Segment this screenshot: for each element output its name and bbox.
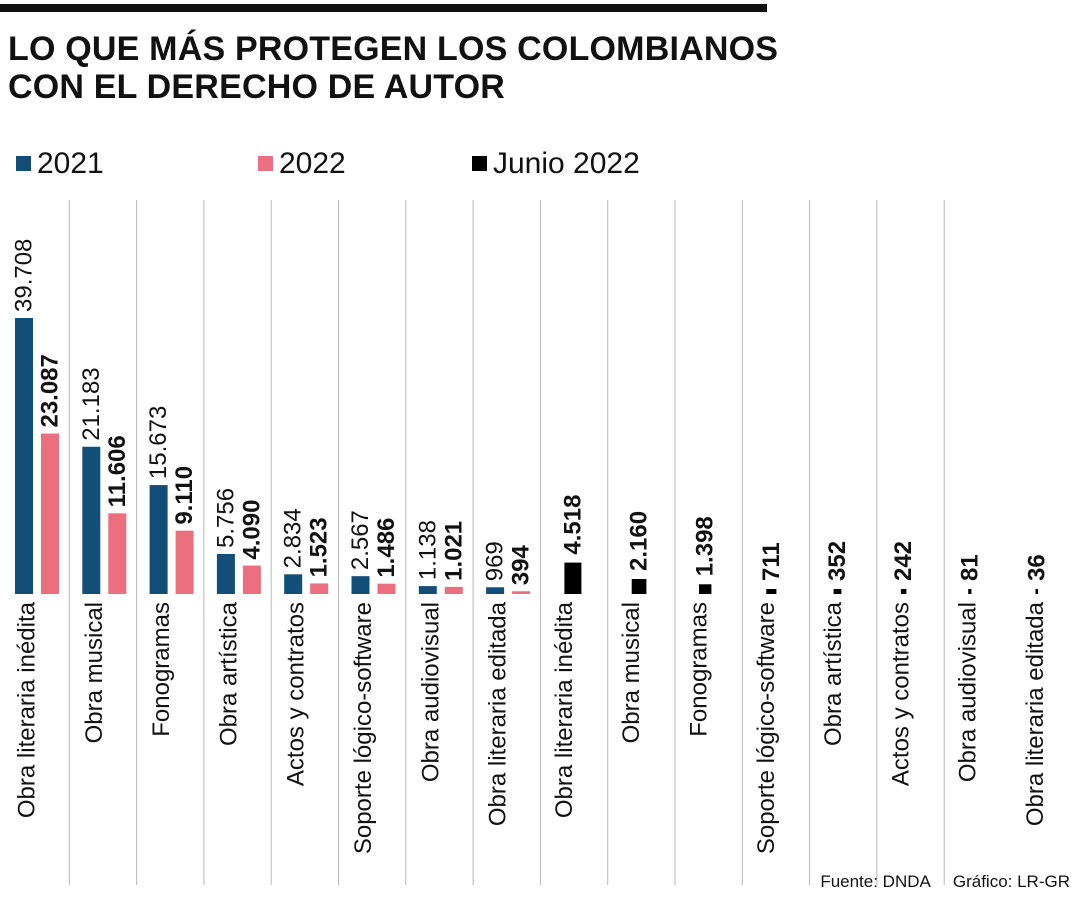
- legend-swatch-junio-2022: [472, 156, 487, 171]
- bar-2022-obra-musical: [108, 513, 127, 594]
- bar-2021-fonogramas: [149, 485, 168, 594]
- chart-title: LO QUE MÁS PROTEGEN LOS COLOMBIANOS CON …: [8, 30, 908, 106]
- value-label-2021-obra-literaria-inedita: 39.708: [11, 239, 38, 312]
- legend-swatch-2022: [258, 156, 273, 171]
- category-label-obra-literaria-inedita: Obra literaria inédita: [14, 601, 41, 818]
- category-label-junio-obra-musical: Obra musical: [618, 602, 645, 743]
- bar-junio-2022-obra-literaria-editada: [1035, 589, 1038, 594]
- category-label-fonogramas: Fonogramas: [148, 602, 175, 737]
- value-label-junio-2022-obra-musical: 2.160: [626, 511, 653, 571]
- bar-2021-obra-musical: [82, 446, 101, 594]
- value-label-2021-actos-y-contratos: 2.834: [280, 508, 307, 568]
- bar-2021-obra-literaria-inedita: [15, 318, 33, 594]
- value-label-2021-obra-musical: 21.183: [78, 367, 105, 440]
- bar-2022-obra-audiovisual: [444, 586, 463, 594]
- bar-2021-obra-literaria-editada: [486, 587, 505, 594]
- bar-2022-soporte-logico-software: [377, 583, 396, 594]
- legend-label-2022: 2022: [279, 147, 346, 180]
- bar-2022-obra-literaria-editada: [512, 591, 531, 594]
- bar-junio-2022-obra-audiovisual: [968, 589, 972, 594]
- bar-2021-actos-y-contratos: [284, 574, 303, 594]
- legend-item-junio-2022: Junio 2022: [472, 146, 640, 182]
- bar-junio-2022-fonogramas: [699, 584, 712, 594]
- value-label-2022-obra-literaria-editada: 394: [508, 545, 535, 586]
- category-label-obra-artistica: Obra artística: [215, 601, 242, 746]
- value-label-2022-obra-artistica: 4.090: [238, 500, 265, 560]
- value-label-2022-actos-y-contratos: 1.523: [306, 517, 333, 577]
- title-line-1: LO QUE MÁS PROTEGEN LOS COLOMBIANOS: [8, 30, 779, 68]
- value-label-2021-obra-literaria-editada: 969: [482, 541, 509, 581]
- category-label-junio-obra-literaria-editada: Obra literaria editada: [1022, 601, 1049, 826]
- category-label-junio-actos-y-contratos: Actos y contratos: [887, 602, 914, 786]
- bar-2022-actos-y-contratos: [310, 583, 329, 594]
- bar-2022-fonogramas: [175, 530, 194, 594]
- category-label-junio-fonogramas: Fonogramas: [686, 602, 713, 737]
- bar-junio-2022-obra-musical: [631, 578, 647, 594]
- legend-swatch-2021: [16, 156, 31, 171]
- value-label-2022-soporte-logico-software: 1.486: [373, 518, 400, 578]
- category-label-soporte-logico-software: Soporte lógico-software: [350, 602, 377, 854]
- title-line-2: CON EL DERECHO DE AUTOR: [8, 68, 506, 106]
- bar-2021-obra-audiovisual: [418, 586, 437, 594]
- legend-item-2022: 2022: [258, 146, 346, 182]
- bar-2021-soporte-logico-software: [351, 576, 370, 594]
- legend-label-junio-2022: Junio 2022: [493, 147, 640, 180]
- value-label-2021-soporte-logico-software: 2.567: [347, 510, 374, 570]
- legend-item-2021: 2021: [16, 146, 104, 182]
- category-label-junio-obra-literaria-inedita: Obra literaria inédita: [551, 601, 578, 818]
- value-label-2021-fonogramas: 15.673: [145, 406, 172, 479]
- footer: Fuente: DNDA Gráfico: LR-GR: [798, 872, 1070, 892]
- value-label-junio-2022-soporte-logico-software: 711: [758, 542, 785, 581]
- legend-label-2021: 2021: [37, 147, 104, 180]
- bar-2021-obra-artistica: [216, 553, 235, 594]
- top-rule: [0, 4, 767, 12]
- bar-junio-2022-soporte-logico-software: [766, 589, 777, 594]
- source-note: Fuente: DNDA: [820, 872, 931, 891]
- bar-junio-2022-actos-y-contratos: [900, 589, 907, 594]
- category-label-junio-obra-artistica: Obra artística: [820, 601, 847, 746]
- bar-2022-obra-literaria-inedita: [41, 433, 59, 594]
- category-label-junio-obra-audiovisual: Obra audiovisual: [955, 602, 982, 782]
- value-label-2021-obra-audiovisual: 1.138: [414, 520, 441, 580]
- category-label-obra-musical: Obra musical: [81, 602, 108, 743]
- value-label-junio-2022-obra-artistica: 352: [824, 541, 851, 581]
- value-label-2022-obra-audiovisual: 1.021: [440, 521, 467, 581]
- value-label-2021-obra-artistica: 5.756: [212, 488, 239, 548]
- credit-note: Gráfico: LR-GR: [952, 872, 1070, 891]
- value-label-2022-fonogramas: 9.110: [171, 466, 198, 525]
- bar-junio-2022-obra-artistica: [833, 589, 842, 594]
- bar-2022-obra-artistica: [242, 565, 261, 594]
- value-label-junio-2022-obra-literaria-inedita: 4.518: [559, 495, 586, 555]
- bar-junio-2022-obra-literaria-inedita: [564, 562, 582, 594]
- category-label-junio-soporte-logico-software: Soporte lógico-software: [753, 602, 780, 854]
- category-label-actos-y-contratos: Actos y contratos: [283, 602, 310, 786]
- value-label-junio-2022-actos-y-contratos: 242: [890, 541, 917, 581]
- value-label-2022-obra-musical: 11.606: [104, 435, 131, 507]
- value-label-junio-2022-obra-literaria-editada: 36: [1023, 554, 1050, 581]
- category-label-obra-audiovisual: Obra audiovisual: [417, 602, 444, 782]
- category-label-obra-literaria-editada: Obra literaria editada: [485, 601, 512, 826]
- value-label-2022-obra-literaria-inedita: 23.087: [37, 354, 64, 427]
- value-label-junio-2022-fonogramas: 1.398: [692, 516, 719, 576]
- value-label-junio-2022-obra-audiovisual: 81: [956, 554, 983, 581]
